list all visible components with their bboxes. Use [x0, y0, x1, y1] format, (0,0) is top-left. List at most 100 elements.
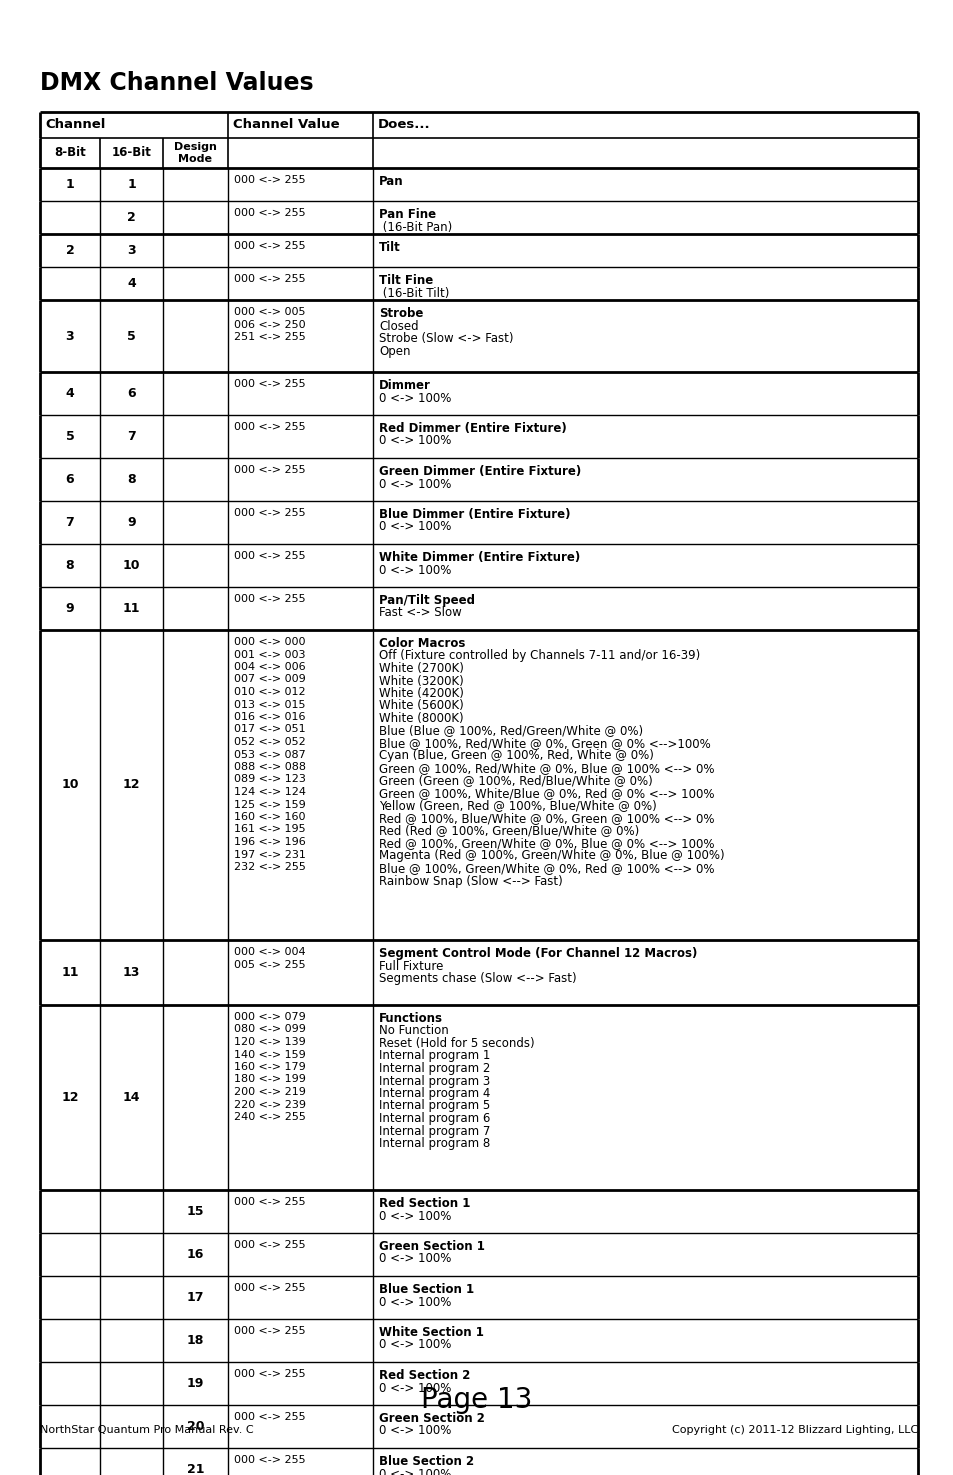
Text: 140 <-> 159: 140 <-> 159 — [233, 1050, 305, 1059]
Text: 000 <-> 255: 000 <-> 255 — [233, 465, 305, 475]
Text: 120 <-> 139: 120 <-> 139 — [233, 1037, 305, 1047]
Text: Full Fixture: Full Fixture — [378, 960, 443, 972]
Text: 0 <-> 100%: 0 <-> 100% — [378, 1425, 451, 1438]
Text: Green @ 100%, White/Blue @ 0%, Red @ 0% <--> 100%: Green @ 100%, White/Blue @ 0%, Red @ 0% … — [378, 788, 714, 799]
Text: 004 <-> 006: 004 <-> 006 — [233, 662, 305, 673]
Text: Strobe: Strobe — [378, 307, 423, 320]
Text: 000 <-> 255: 000 <-> 255 — [233, 176, 305, 184]
Text: Red @ 100%, Blue/White @ 0%, Green @ 100% <--> 0%: Red @ 100%, Blue/White @ 0%, Green @ 100… — [378, 813, 714, 825]
Text: Channel Value: Channel Value — [233, 118, 339, 131]
Text: 005 <-> 255: 005 <-> 255 — [233, 960, 305, 969]
Text: White (3200K): White (3200K) — [378, 674, 463, 687]
Text: Internal program 7: Internal program 7 — [378, 1124, 490, 1137]
Text: White Section 1: White Section 1 — [378, 1326, 483, 1339]
Text: 000 <-> 255: 000 <-> 255 — [233, 208, 305, 218]
Text: Red (Red @ 100%, Green/Blue/White @ 0%): Red (Red @ 100%, Green/Blue/White @ 0%) — [378, 825, 639, 838]
Text: 232 <-> 255: 232 <-> 255 — [233, 861, 306, 872]
Text: Open: Open — [378, 345, 410, 357]
Text: 053 <-> 087: 053 <-> 087 — [233, 749, 305, 760]
Text: 000 <-> 255: 000 <-> 255 — [233, 1454, 305, 1465]
Text: 13: 13 — [123, 966, 140, 979]
Text: 8: 8 — [127, 473, 135, 485]
Text: 0 <-> 100%: 0 <-> 100% — [378, 435, 451, 447]
Text: 000 <-> 005: 000 <-> 005 — [233, 307, 305, 317]
Text: Does...: Does... — [377, 118, 430, 131]
Text: Green @ 100%, Red/White @ 0%, Blue @ 100% <--> 0%: Green @ 100%, Red/White @ 0%, Blue @ 100… — [378, 763, 714, 774]
Text: 0 <-> 100%: 0 <-> 100% — [378, 521, 451, 534]
Text: 125 <-> 159: 125 <-> 159 — [233, 799, 305, 810]
Text: Copyright (c) 2011-12 Blizzard Lighting, LLC: Copyright (c) 2011-12 Blizzard Lighting,… — [671, 1425, 917, 1435]
Text: 5: 5 — [127, 329, 135, 342]
Text: Tilt Fine: Tilt Fine — [378, 274, 433, 288]
Text: 6: 6 — [66, 473, 74, 485]
Text: 0 <-> 100%: 0 <-> 100% — [378, 563, 451, 577]
Text: Blue @ 100%, Green/White @ 0%, Red @ 100% <--> 0%: Blue @ 100%, Green/White @ 0%, Red @ 100… — [378, 861, 714, 875]
Text: 000 <-> 255: 000 <-> 255 — [233, 1412, 305, 1422]
Text: (16-Bit Pan): (16-Bit Pan) — [378, 220, 452, 233]
Text: 3: 3 — [127, 243, 135, 257]
Text: Dimmer: Dimmer — [378, 379, 431, 392]
Text: 196 <-> 196: 196 <-> 196 — [233, 836, 305, 847]
Text: 000 <-> 255: 000 <-> 255 — [233, 1283, 305, 1294]
Text: White (8000K): White (8000K) — [378, 712, 463, 726]
Text: 000 <-> 255: 000 <-> 255 — [233, 1240, 305, 1249]
Text: Reset (Hold for 5 seconds): Reset (Hold for 5 seconds) — [378, 1037, 534, 1050]
Text: Design
Mode: Design Mode — [173, 142, 216, 164]
Text: 20: 20 — [187, 1420, 204, 1434]
Text: 0 <-> 100%: 0 <-> 100% — [378, 1468, 451, 1475]
Text: 000 <-> 004: 000 <-> 004 — [233, 947, 305, 957]
Text: Channel: Channel — [45, 118, 105, 131]
Text: Segment Control Mode (For Channel 12 Macros): Segment Control Mode (For Channel 12 Mac… — [378, 947, 697, 960]
Text: Segments chase (Slow <--> Fast): Segments chase (Slow <--> Fast) — [378, 972, 576, 985]
Text: 5: 5 — [66, 431, 74, 442]
Text: 000 <-> 255: 000 <-> 255 — [233, 422, 305, 432]
Text: 19: 19 — [187, 1378, 204, 1389]
Text: Functions: Functions — [378, 1012, 442, 1025]
Text: No Function: No Function — [378, 1025, 448, 1037]
Text: Red Dimmer (Entire Fixture): Red Dimmer (Entire Fixture) — [378, 422, 566, 435]
Text: 000 <-> 079: 000 <-> 079 — [233, 1012, 305, 1022]
Text: 000 <-> 255: 000 <-> 255 — [233, 1198, 305, 1207]
Text: 124 <-> 124: 124 <-> 124 — [233, 788, 306, 797]
Text: 160 <-> 179: 160 <-> 179 — [233, 1062, 305, 1072]
Text: Red Section 1: Red Section 1 — [378, 1198, 470, 1210]
Text: Blue Section 1: Blue Section 1 — [378, 1283, 474, 1297]
Text: 000 <-> 255: 000 <-> 255 — [233, 1369, 305, 1379]
Text: 007 <-> 009: 007 <-> 009 — [233, 674, 305, 684]
Text: 197 <-> 231: 197 <-> 231 — [233, 850, 306, 860]
Text: Page 13: Page 13 — [421, 1386, 532, 1415]
Text: 000 <-> 000: 000 <-> 000 — [233, 637, 305, 648]
Text: 4: 4 — [127, 277, 135, 291]
Text: Blue @ 100%, Red/White @ 0%, Green @ 0% <-->100%: Blue @ 100%, Red/White @ 0%, Green @ 0% … — [378, 738, 710, 749]
Text: Color Macros: Color Macros — [378, 637, 465, 650]
Text: Internal program 8: Internal program 8 — [378, 1137, 490, 1151]
Text: Green (Green @ 100%, Red/Blue/White @ 0%): Green (Green @ 100%, Red/Blue/White @ 0%… — [378, 774, 652, 788]
Text: Internal program 4: Internal program 4 — [378, 1087, 490, 1100]
Text: 1: 1 — [127, 178, 135, 190]
Text: 10: 10 — [123, 559, 140, 572]
Text: Pan: Pan — [378, 176, 403, 187]
Text: 240 <-> 255: 240 <-> 255 — [233, 1112, 306, 1122]
Text: Red Section 2: Red Section 2 — [378, 1369, 470, 1382]
Text: 0 <-> 100%: 0 <-> 100% — [378, 1295, 451, 1308]
Text: White (5600K): White (5600K) — [378, 699, 463, 712]
Text: 16-Bit: 16-Bit — [112, 146, 152, 159]
Text: 0 <-> 100%: 0 <-> 100% — [378, 1338, 451, 1351]
Text: 12: 12 — [61, 1092, 79, 1103]
Text: White (4200K): White (4200K) — [378, 687, 463, 701]
Text: Internal program 5: Internal program 5 — [378, 1099, 490, 1112]
Text: 16: 16 — [187, 1248, 204, 1261]
Text: Blue Section 2: Blue Section 2 — [378, 1454, 474, 1468]
Text: NorthStar Quantum Pro Manual Rev. C: NorthStar Quantum Pro Manual Rev. C — [40, 1425, 253, 1435]
Text: Strobe (Slow <-> Fast): Strobe (Slow <-> Fast) — [378, 332, 513, 345]
Text: 200 <-> 219: 200 <-> 219 — [233, 1087, 306, 1097]
Text: Pan Fine: Pan Fine — [378, 208, 436, 221]
Text: White (2700K): White (2700K) — [378, 662, 463, 676]
Text: 001 <-> 003: 001 <-> 003 — [233, 649, 305, 659]
Text: Internal program 2: Internal program 2 — [378, 1062, 490, 1075]
Text: 15: 15 — [187, 1205, 204, 1218]
Text: Fast <-> Slow: Fast <-> Slow — [378, 606, 461, 619]
Text: 6: 6 — [127, 386, 135, 400]
Text: White Dimmer (Entire Fixture): White Dimmer (Entire Fixture) — [378, 552, 579, 563]
Text: 7: 7 — [66, 516, 74, 530]
